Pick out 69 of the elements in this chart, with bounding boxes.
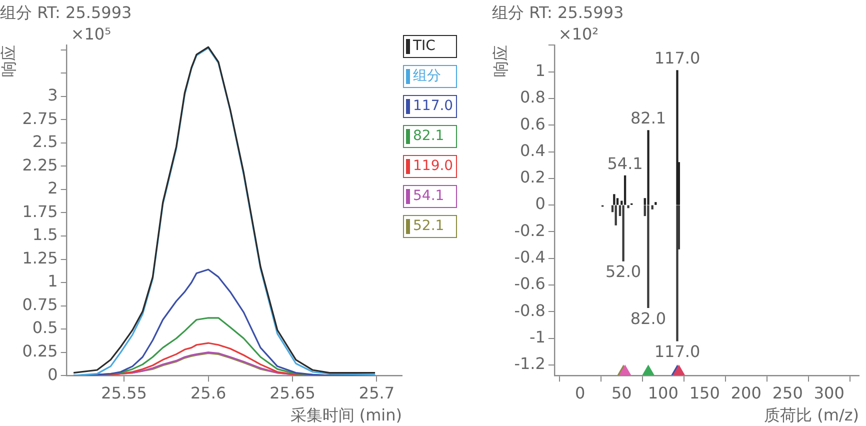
y-tick-label: 0.5 — [32, 318, 58, 338]
bar — [647, 130, 650, 205]
x-tick-label: 25.6 — [190, 383, 226, 402]
legend-label: 54.1 — [413, 187, 444, 206]
y-tick-label: 0 — [535, 194, 546, 214]
y-tick-label: 2 — [48, 178, 58, 198]
x-axis-title: 采集时间 (min) — [290, 406, 402, 425]
y-tick-label: 2.75 — [22, 108, 58, 128]
x-tick-label: 100 — [648, 383, 678, 402]
annotation: 52.0 — [605, 262, 642, 282]
y-axis-title: 响应 — [490, 45, 510, 78]
y-tick-label: -1 — [529, 327, 546, 346]
y-tick-label: -0.2 — [514, 220, 546, 240]
legend-label: TIC — [413, 37, 436, 56]
y-tick-label: -0.4 — [514, 248, 546, 267]
legend-label: 52.1 — [413, 217, 444, 236]
y-tick-label: 0.25 — [22, 341, 58, 360]
x-tick-label: 250 — [772, 383, 803, 402]
legend-label: 组分 — [413, 67, 441, 86]
y-tick-label: -1.2 — [514, 354, 546, 374]
y-tick-label: 1.75 — [22, 202, 58, 221]
x-tick-label: 300 — [814, 383, 844, 402]
y-tick-label: 0 — [48, 364, 58, 384]
text: ×10⁵ — [70, 24, 112, 44]
x-tick-label: 0 — [575, 383, 586, 402]
bar — [647, 205, 650, 308]
annotation: 82.1 — [630, 108, 666, 128]
bar — [676, 70, 678, 205]
y-tick-label: 0.4 — [520, 140, 546, 160]
x-tick-label: 150 — [689, 383, 720, 402]
x-tick-label: 25.7 — [358, 383, 395, 402]
bar — [654, 202, 657, 205]
x-axis-title: 质荷比 (m/z) — [764, 406, 859, 425]
bar — [622, 205, 624, 262]
annotation: 54.1 — [607, 154, 643, 173]
bar — [624, 175, 626, 205]
x-tick-label: 25.65 — [270, 383, 316, 402]
y-tick-label: 2.25 — [22, 155, 58, 174]
bar — [614, 205, 617, 226]
bar — [627, 205, 630, 208]
x-tick-label: 50 — [611, 383, 632, 402]
y-axis-title: 响应 — [0, 45, 18, 78]
y-tick-label: 2.5 — [32, 132, 58, 152]
legend-label: 119.0 — [413, 157, 454, 176]
legend-label: 82.1 — [413, 127, 444, 146]
y-tick-label: -0.8 — [514, 300, 546, 320]
bar — [613, 194, 616, 205]
y-tick-label: 0.2 — [520, 168, 546, 187]
y-tick-label: 0.6 — [520, 114, 546, 134]
x-tick-label: 200 — [730, 383, 762, 402]
annotation: 117.0 — [654, 48, 700, 68]
y-tick-label: 1 — [48, 272, 58, 291]
annotation: 82.0 — [630, 308, 666, 328]
y-tick-label: 3 — [48, 86, 58, 105]
bar — [651, 205, 654, 210]
bar — [616, 198, 619, 205]
y-tick-label: -0.6 — [514, 274, 546, 294]
y-tick-label: 1.25 — [22, 248, 58, 268]
y-tick-label: 0.75 — [22, 294, 58, 314]
y-tick-label: 1 — [535, 61, 546, 80]
chart-title: 组分 RT: 25.5993 — [0, 2, 132, 22]
x-tick-label: 25.55 — [101, 383, 147, 402]
bar — [676, 205, 678, 342]
y-tick-label: 1.5 — [32, 225, 58, 244]
y-tick-label: 0.8 — [520, 88, 546, 107]
annotation: 117.0 — [654, 342, 700, 362]
text: ×10² — [558, 24, 599, 44]
legend-label: 117.0 — [413, 97, 454, 116]
chart-title: 组分 RT: 25.5993 — [492, 2, 624, 22]
